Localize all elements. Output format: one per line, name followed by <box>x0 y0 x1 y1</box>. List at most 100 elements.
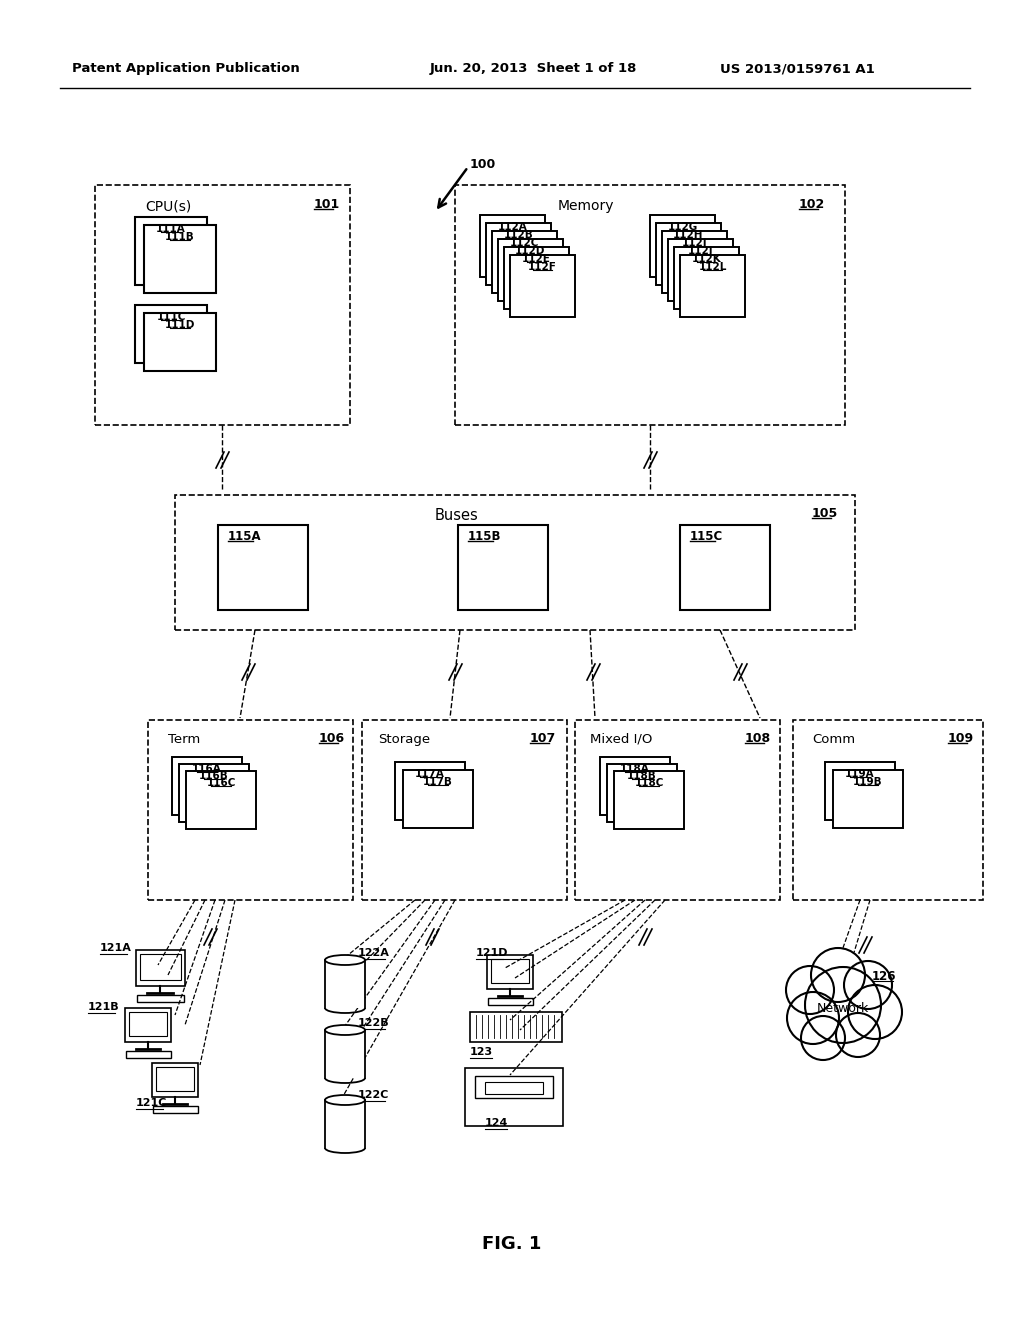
Bar <box>668 239 733 301</box>
Bar <box>135 216 207 285</box>
Bar <box>793 719 983 900</box>
Text: 112H: 112H <box>673 230 703 240</box>
Text: 118C: 118C <box>634 777 664 788</box>
Text: 112L: 112L <box>698 261 727 272</box>
Bar <box>325 960 365 1008</box>
Bar <box>680 525 770 610</box>
Bar <box>458 525 548 610</box>
Bar <box>218 525 308 610</box>
Text: Network: Network <box>817 1002 869 1015</box>
Bar <box>465 1068 563 1126</box>
Bar <box>470 1012 562 1041</box>
Text: 112F: 112F <box>528 261 557 272</box>
Text: 118A: 118A <box>621 764 650 774</box>
Text: 118B: 118B <box>627 771 656 781</box>
Text: 115B: 115B <box>468 531 502 543</box>
Text: FIG. 1: FIG. 1 <box>482 1236 542 1253</box>
Text: 117A: 117A <box>415 770 445 779</box>
Text: 107: 107 <box>530 733 556 744</box>
Bar <box>480 215 545 277</box>
Text: 115A: 115A <box>228 531 261 543</box>
Bar <box>172 756 242 814</box>
Bar <box>325 1030 365 1078</box>
Bar <box>136 950 185 986</box>
Text: 112I: 112I <box>682 238 708 248</box>
Bar <box>362 719 567 900</box>
Text: 112E: 112E <box>522 253 551 264</box>
Bar <box>833 770 903 828</box>
Bar <box>395 762 465 820</box>
Text: 117B: 117B <box>423 777 453 787</box>
Bar <box>504 247 569 309</box>
Bar <box>455 185 845 425</box>
Bar <box>825 762 895 820</box>
Text: Term: Term <box>168 733 201 746</box>
Text: 102: 102 <box>799 198 825 211</box>
Text: 105: 105 <box>812 507 839 520</box>
Ellipse shape <box>325 1096 365 1105</box>
Bar <box>575 719 780 900</box>
Circle shape <box>801 1016 845 1060</box>
Text: 112G: 112G <box>668 222 697 232</box>
Bar <box>498 239 563 301</box>
Text: 126: 126 <box>872 970 896 983</box>
Text: 121A: 121A <box>100 942 132 953</box>
Bar <box>156 1067 194 1092</box>
Bar <box>135 305 207 363</box>
Text: 116B: 116B <box>199 771 229 781</box>
Text: 108: 108 <box>745 733 771 744</box>
Text: 116A: 116A <box>193 764 222 774</box>
Bar <box>186 771 256 829</box>
Text: Patent Application Publication: Patent Application Publication <box>72 62 300 75</box>
Text: 121B: 121B <box>88 1002 120 1012</box>
Text: 106: 106 <box>319 733 345 744</box>
Text: Jun. 20, 2013  Sheet 1 of 18: Jun. 20, 2013 Sheet 1 of 18 <box>430 62 637 75</box>
Text: 112K: 112K <box>691 253 721 264</box>
Bar <box>485 1082 543 1094</box>
Bar <box>179 764 249 822</box>
Text: Mixed I/O: Mixed I/O <box>590 733 652 746</box>
Circle shape <box>805 968 881 1043</box>
Text: 124: 124 <box>485 1118 508 1129</box>
Bar <box>475 1076 553 1098</box>
Bar <box>95 185 350 425</box>
Bar <box>126 1051 171 1059</box>
Circle shape <box>787 993 839 1044</box>
Bar <box>325 1100 365 1148</box>
Bar <box>486 223 551 285</box>
Ellipse shape <box>325 954 365 965</box>
Text: 115C: 115C <box>690 531 723 543</box>
Text: 116C: 116C <box>206 777 236 788</box>
Bar <box>148 719 353 900</box>
Bar <box>129 1012 167 1036</box>
Text: 111B: 111B <box>165 232 195 242</box>
Text: 101: 101 <box>314 198 340 211</box>
Bar <box>674 247 739 309</box>
Text: 122B: 122B <box>358 1018 389 1028</box>
Circle shape <box>786 966 834 1014</box>
Text: 121C: 121C <box>136 1098 167 1107</box>
Bar <box>137 995 184 1002</box>
Bar <box>490 960 529 983</box>
Text: Storage: Storage <box>378 733 430 746</box>
Text: 122A: 122A <box>358 948 390 958</box>
Bar <box>144 224 216 293</box>
Text: Buses: Buses <box>435 508 479 523</box>
Bar <box>607 764 677 822</box>
Text: 109: 109 <box>948 733 974 744</box>
Text: 112D: 112D <box>515 246 546 256</box>
Bar <box>175 495 855 630</box>
Bar <box>600 756 670 814</box>
Bar <box>614 771 684 829</box>
Text: 111D: 111D <box>165 319 196 330</box>
Bar <box>488 998 534 1005</box>
Text: 112A: 112A <box>498 222 527 232</box>
Circle shape <box>836 1012 880 1057</box>
Bar <box>153 1106 198 1113</box>
Text: 112J: 112J <box>688 246 714 256</box>
Bar <box>487 954 534 989</box>
Circle shape <box>848 985 902 1039</box>
Text: Comm: Comm <box>812 733 855 746</box>
Bar <box>656 223 721 285</box>
Bar <box>125 1008 171 1041</box>
